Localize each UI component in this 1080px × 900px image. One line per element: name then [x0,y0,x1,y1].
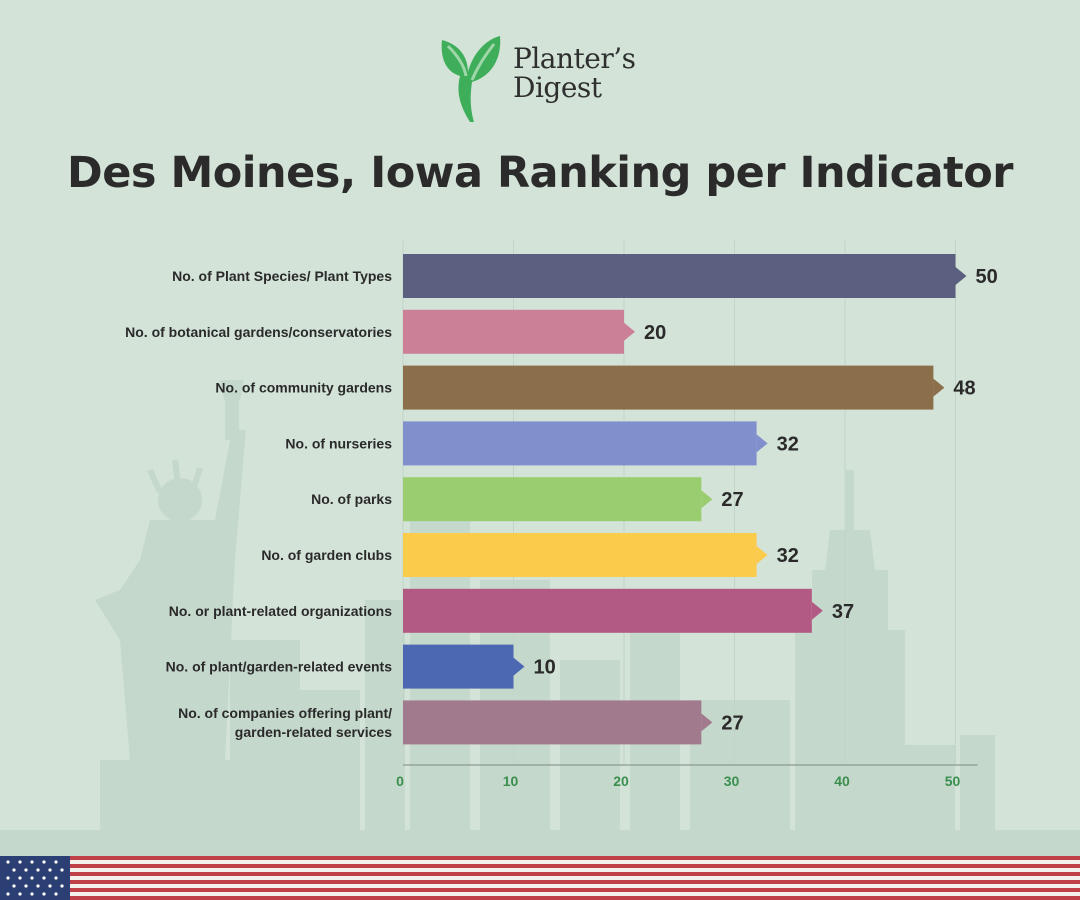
bar-value-label: 27 [721,712,743,734]
bar [403,254,956,298]
bar-value-label: 50 [976,266,998,288]
x-tick-label: 20 [613,773,629,789]
category-label: garden-related services [235,724,392,740]
category-label: No. of parks [311,491,392,507]
category-label: No. of companies offering plant/ [178,705,392,721]
bar [403,309,624,354]
leaf-logo-icon [441,36,501,122]
category-label: No. of garden clubs [261,547,392,563]
bar-pointer [701,713,713,732]
bar [403,588,812,633]
bar [403,477,702,522]
brand-line-1: Planter’s [513,42,636,75]
bar-pointer [513,657,525,676]
category-label: No. of nurseries [285,435,392,451]
bar-pointer [756,434,768,453]
x-tick-label: 10 [503,773,519,789]
bar [403,365,934,410]
x-tick-label: 40 [834,773,850,789]
category-label: No. or plant-related organizations [169,603,392,619]
x-tick-label: 0 [396,773,404,789]
brand-logo[interactable]: Planter’s Digest [440,36,660,124]
bar-value-label: 27 [721,489,743,511]
bar-value-label: 10 [534,657,556,679]
category-label: No. of Plant Species/ Plant Types [172,268,392,284]
bar [403,644,514,689]
bar-pointer [624,322,635,341]
category-label: No. of botanical gardens/conservatories [125,324,392,340]
x-tick-label: 50 [945,773,961,789]
bar [403,533,757,577]
bar-value-label: 37 [832,601,854,623]
brand-line-2: Digest [513,71,602,104]
bar-value-label: 32 [777,433,799,455]
brand-name: Planter’s Digest [513,44,636,102]
bar-pointer [756,546,768,564]
page-title: Des Moines, Iowa Ranking per Indicator [67,148,1013,198]
category-label: No. of community gardens [215,380,392,396]
bar-value-label: 48 [953,378,975,400]
bar-pointer [933,378,945,397]
bar-pointer [955,267,967,285]
us-flag-icon [0,856,1080,900]
category-label: No. of plant/garden-related events [166,659,393,675]
x-tick-label: 30 [724,773,740,789]
bar [403,421,757,466]
bar-chart: 0 10 20 30 40 50 50 No. of Plant Species/ Plant… [125,240,998,789]
bar-value-label: 20 [644,322,666,344]
bar-pointer [701,490,713,509]
bar [403,700,702,745]
bar-pointer [811,601,823,620]
bar-value-label: 32 [777,545,799,567]
